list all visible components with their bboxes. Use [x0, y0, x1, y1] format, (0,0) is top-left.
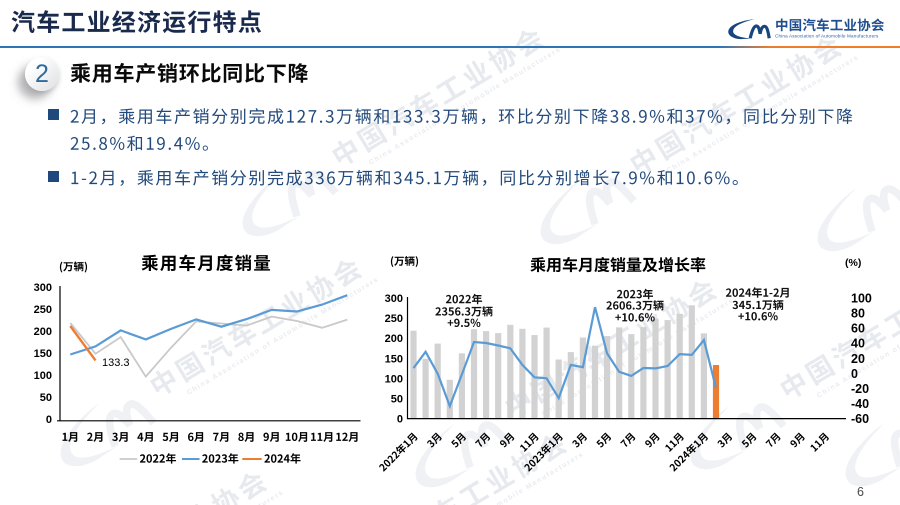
svg-text:200: 200 [385, 333, 403, 345]
svg-text:100: 100 [851, 291, 872, 305]
svg-text:250: 250 [385, 313, 403, 325]
svg-text:0: 0 [46, 414, 52, 426]
svg-text:300: 300 [34, 282, 52, 294]
svg-text:150: 150 [34, 348, 52, 360]
svg-text:300: 300 [385, 293, 403, 305]
svg-text:200: 200 [34, 326, 52, 338]
svg-text:100: 100 [385, 373, 403, 385]
svg-text:China Association of Automobil: China Association of Automobile Manufact… [775, 34, 879, 39]
svg-text:-20: -20 [851, 382, 869, 396]
svg-text:133.3: 133.3 [102, 357, 130, 369]
svg-text:-60: -60 [851, 412, 869, 426]
svg-text:60: 60 [851, 322, 865, 336]
svg-text:100: 100 [34, 370, 52, 382]
svg-text:40: 40 [851, 337, 865, 351]
svg-text:0: 0 [851, 367, 858, 381]
svg-text:0: 0 [397, 414, 403, 426]
svg-text:-40: -40 [851, 397, 869, 411]
svg-text:250: 250 [34, 304, 52, 316]
svg-text:(%): (%) [845, 257, 861, 269]
svg-text:20: 20 [851, 352, 865, 366]
svg-text:80: 80 [851, 307, 865, 321]
svg-text:50: 50 [40, 392, 52, 404]
svg-text:50: 50 [391, 394, 403, 406]
svg-text:150: 150 [385, 353, 403, 365]
